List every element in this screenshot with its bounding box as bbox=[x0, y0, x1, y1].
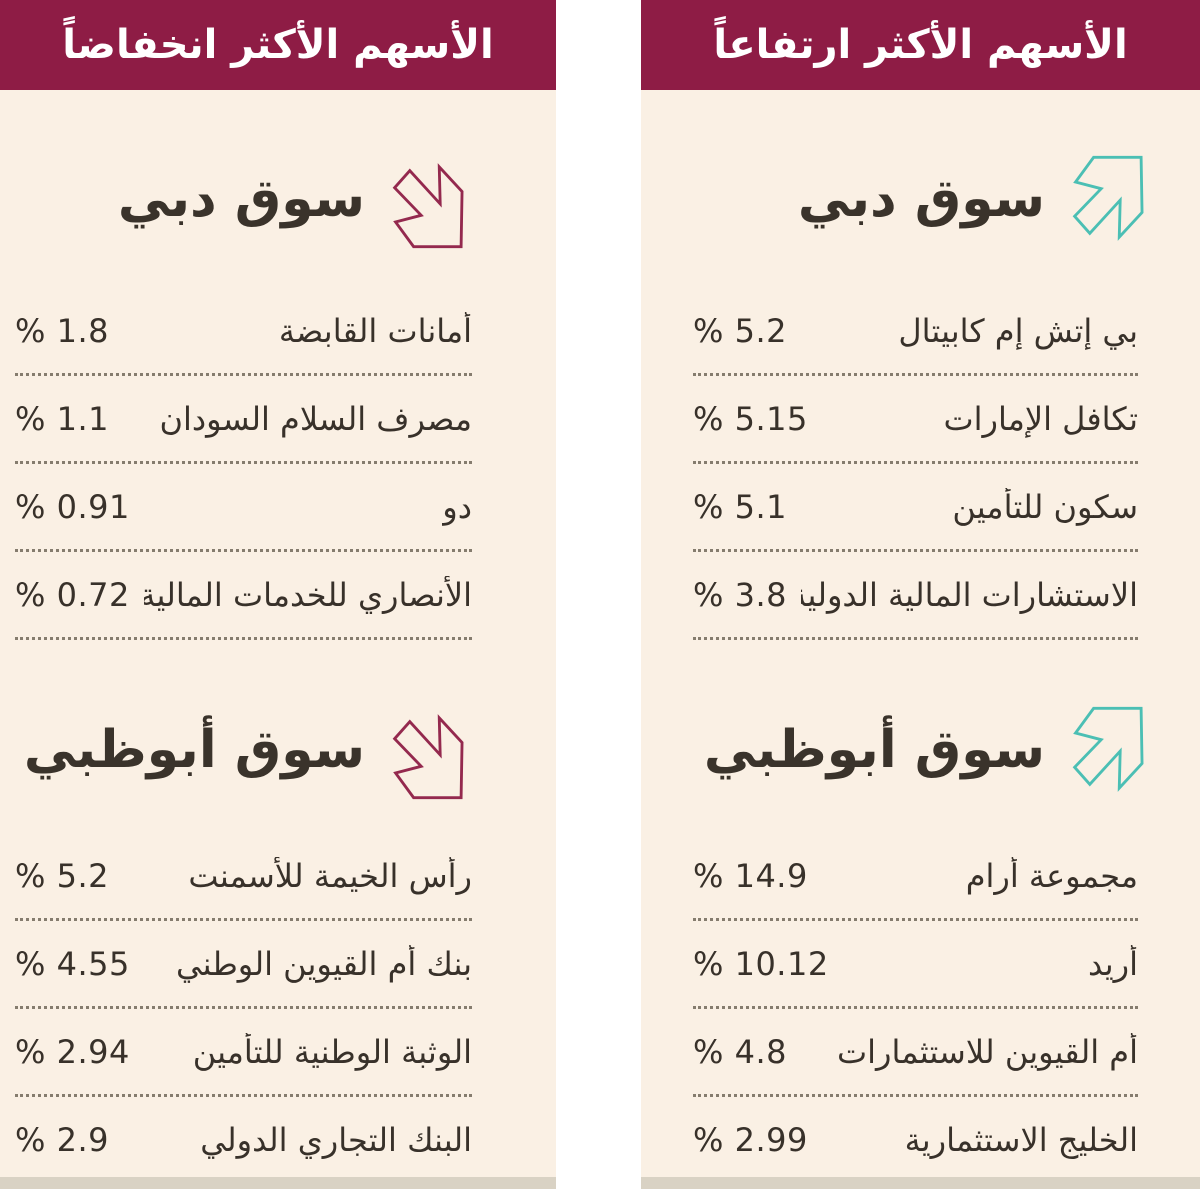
gainers-panel-header: الأسهم الأكثر ارتفاعاً bbox=[641, 0, 1200, 90]
stock-name: مجموعة أرام bbox=[965, 856, 1138, 895]
table-row: بي إتش إم كابيتال % 5.2 bbox=[693, 288, 1138, 376]
stock-name: رأس الخيمة للأسمنت bbox=[188, 856, 472, 895]
stock-change: % 1.8 bbox=[15, 311, 109, 350]
table-row: الوثبة الوطنية للتأمين % 2.94 bbox=[15, 1009, 472, 1097]
stock-change: % 5.2 bbox=[693, 311, 787, 350]
stock-change: % 5.1 bbox=[693, 487, 787, 526]
losers-dubai-market-header: سوق دبي bbox=[15, 146, 482, 258]
stock-name: الوثبة الوطنية للتأمين bbox=[192, 1032, 472, 1071]
stock-name: بي إتش إم كابيتال bbox=[898, 311, 1138, 350]
bottom-strip bbox=[0, 1177, 556, 1189]
stock-change: % 14.9 bbox=[693, 856, 808, 895]
losers-title: الأسهم الأكثر انخفاضاً bbox=[62, 22, 494, 68]
table-row: سكون للتأمين % 5.1 bbox=[693, 464, 1138, 552]
stock-name: بنك أم القيوين الوطني bbox=[176, 944, 472, 983]
stock-name: دو bbox=[442, 487, 472, 526]
table-row: الأنصاري للخدمات المالية % 0.72 bbox=[15, 552, 472, 640]
table-row: الخليج الاستثمارية % 2.99 bbox=[693, 1097, 1138, 1177]
gainers-dubai-market-header: سوق دبي bbox=[693, 146, 1162, 258]
stock-name: أم القيوين للاستثمارات bbox=[836, 1032, 1138, 1071]
stock-name: البنك التجاري الدولي bbox=[200, 1120, 472, 1159]
trend-down-icon bbox=[392, 163, 464, 249]
losers-abudhabi-market-header: سوق أبوظبي bbox=[15, 697, 482, 809]
bottom-strip bbox=[641, 1177, 1200, 1189]
gainers-panel: الأسهم الأكثر ارتفاعاً سوق دبي بي إتش إم… bbox=[641, 0, 1200, 1189]
gainers-dubai-rows: بي إتش إم كابيتال % 5.2 تكافل الإمارات %… bbox=[693, 288, 1138, 640]
gainers-abudhabi-market-header: سوق أبوظبي bbox=[693, 697, 1162, 809]
table-row: تكافل الإمارات % 5.15 bbox=[693, 376, 1138, 464]
table-row: البنك التجاري الدولي % 2.9 bbox=[15, 1097, 472, 1177]
gainers-abudhabi-rows: مجموعة أرام % 14.9 أريد % 10.12 أم القيو… bbox=[693, 833, 1138, 1177]
gainers-title: الأسهم الأكثر ارتفاعاً bbox=[713, 22, 1128, 68]
losers-panel-header: الأسهم الأكثر انخفاضاً bbox=[0, 0, 556, 90]
stock-name: أمانات القابضة bbox=[278, 311, 472, 350]
stock-change: % 10.12 bbox=[693, 944, 829, 983]
table-row: أم القيوين للاستثمارات % 4.8 bbox=[693, 1009, 1138, 1097]
stock-change: % 2.99 bbox=[693, 1120, 808, 1159]
stock-change: % 2.94 bbox=[15, 1032, 130, 1071]
stock-change: % 0.91 bbox=[15, 487, 130, 526]
stock-change: % 5.15 bbox=[693, 399, 808, 438]
losers-dubai-rows: أمانات القابضة % 1.8 مصرف السلام السودان… bbox=[15, 288, 472, 640]
stock-name: تكافل الإمارات bbox=[943, 399, 1138, 438]
losers-panel: الأسهم الأكثر انخفاضاً سوق دبي أمانات ال… bbox=[0, 0, 556, 1189]
trend-up-icon bbox=[1072, 155, 1144, 241]
table-row: رأس الخيمة للأسمنت % 5.2 bbox=[15, 833, 472, 921]
losers-abudhabi-rows: رأس الخيمة للأسمنت % 5.2 بنك أم القيوين … bbox=[15, 833, 472, 1177]
stock-name: أريد bbox=[1087, 944, 1138, 983]
table-row: أريد % 10.12 bbox=[693, 921, 1138, 1009]
market-title-abudhabi: سوق أبوظبي bbox=[23, 720, 365, 780]
stock-change: % 4.55 bbox=[15, 944, 130, 983]
table-row: دو % 0.91 bbox=[15, 464, 472, 552]
gainers-panel-body: سوق دبي بي إتش إم كابيتال % 5.2 تكافل ال… bbox=[641, 90, 1200, 1177]
market-title-dubai: سوق دبي bbox=[117, 169, 365, 229]
stock-change: % 2.9 bbox=[15, 1120, 109, 1159]
losers-panel-body: سوق دبي أمانات القابضة % 1.8 مصرف السلام… bbox=[0, 90, 556, 1177]
trend-up-icon bbox=[1072, 706, 1144, 792]
stock-name: الأنصاري للخدمات المالية bbox=[143, 575, 472, 614]
stock-change: % 3.8 bbox=[693, 575, 787, 614]
stock-change: % 1.1 bbox=[15, 399, 109, 438]
stock-change: % 4.8 bbox=[693, 1032, 787, 1071]
stock-name: الخليج الاستثمارية bbox=[904, 1120, 1138, 1159]
stock-change: % 0.72 bbox=[15, 575, 130, 614]
stock-name: مصرف السلام السودان bbox=[159, 399, 472, 438]
table-row: مجموعة أرام % 14.9 bbox=[693, 833, 1138, 921]
market-title-dubai: سوق دبي bbox=[797, 169, 1045, 229]
stock-change: % 5.2 bbox=[15, 856, 109, 895]
stock-name: سكون للتأمين bbox=[952, 487, 1138, 526]
stock-name: الاستشارات المالية الدولية bbox=[800, 575, 1138, 614]
table-row: أمانات القابضة % 1.8 bbox=[15, 288, 472, 376]
table-row: مصرف السلام السودان % 1.1 bbox=[15, 376, 472, 464]
market-title-abudhabi: سوق أبوظبي bbox=[703, 720, 1045, 780]
table-row: الاستشارات المالية الدولية % 3.8 bbox=[693, 552, 1138, 640]
trend-down-icon bbox=[392, 714, 464, 800]
table-row: بنك أم القيوين الوطني % 4.55 bbox=[15, 921, 472, 1009]
